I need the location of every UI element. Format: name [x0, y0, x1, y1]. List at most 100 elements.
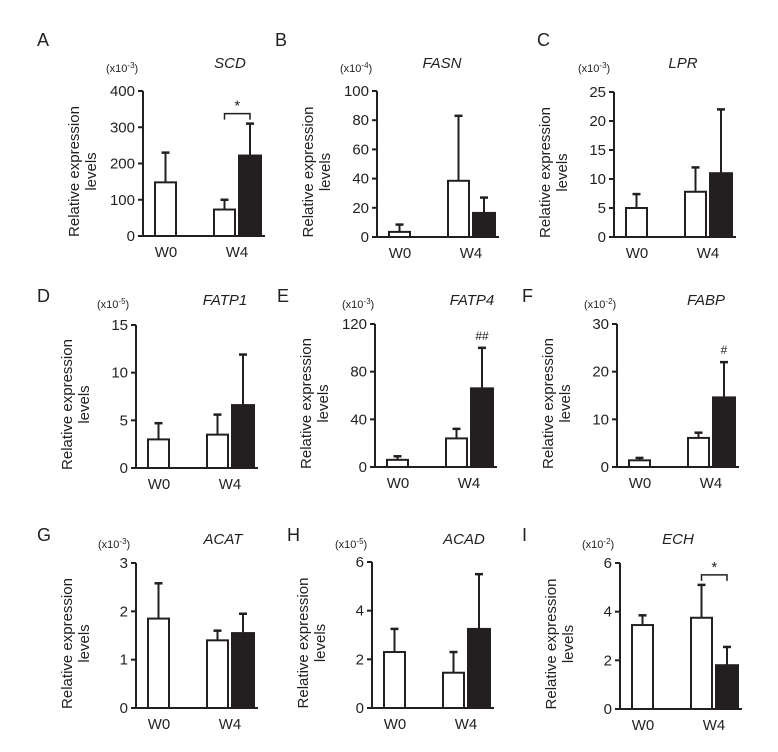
panel-h-title: ACAD [442, 531, 485, 548]
panel-d-ylabel-line2: levels [76, 385, 93, 423]
panel-h-ytick-label: 6 [356, 554, 364, 571]
panel-b-bar-w4-white [447, 179, 470, 238]
panel-f-xcat-label: W4 [700, 475, 723, 492]
panel-f-ylabel-line1: Relative expression [540, 338, 557, 469]
panel-c-ytick-label: 10 [589, 171, 606, 188]
panel-a-title: SCD [214, 55, 246, 72]
panel-e-bar-w0-white [386, 458, 409, 469]
panel-f-ytick-label: 10 [592, 411, 609, 428]
panel-i-bar-w4-black [715, 664, 739, 711]
panel-h-bar-w4-white [442, 671, 465, 710]
panel-i-xcat-label: W0 [632, 717, 655, 734]
panel-a-letter: A [37, 30, 49, 50]
panel-i-ytick-label: 0 [604, 701, 612, 718]
panel-d-ytick-label: 0 [120, 460, 128, 477]
panel-i-sig-bracket [700, 574, 728, 581]
panel-f-ylabel-line2: levels [557, 384, 574, 422]
panel-e-ytick-label: 0 [359, 459, 367, 476]
panel-e-title: FATP4 [450, 292, 494, 309]
panel-b-ytick-label: 60 [352, 141, 369, 158]
panel-g-bar-w4-white [206, 639, 229, 709]
panel-b-bar-w4-black [472, 211, 496, 239]
panel-g-ylabel-line1: Relative expression [59, 578, 76, 709]
panel-c-xcat-label: W0 [626, 245, 649, 262]
panel-b-ylabel-line2: levels [317, 153, 334, 191]
panel-h-xcat-label: W0 [384, 716, 407, 733]
panel-a-ytick-label: 300 [110, 119, 135, 136]
panel-a-ytick-label: 0 [127, 228, 135, 245]
panel-a-ylabel-line1: Relative expression [66, 106, 83, 237]
panel-a-bar-w4-white [213, 208, 236, 238]
panel-d-bar-w4-black [231, 404, 255, 469]
panel-b-ytick-label: 20 [352, 200, 369, 217]
panel-c-bar-w4-black [709, 172, 733, 238]
panel-e-bar-w4-white [445, 437, 468, 468]
panel-g-scale-label: (x10-3) [98, 537, 130, 551]
panel-i-ytick-label: 4 [604, 604, 612, 621]
panel-e-xcat-label: W4 [458, 475, 481, 492]
panel-c-scale-label: (x10-3) [578, 61, 610, 75]
panel-b-ytick-label: 0 [361, 229, 369, 246]
panel-h-xcat-label: W4 [455, 716, 478, 733]
panel-d-letter: D [37, 286, 50, 306]
panel-f-ytick-label: 20 [592, 364, 609, 381]
panel-e-ytick-label: 120 [342, 316, 367, 333]
panel-c-bar-w0-white [625, 207, 648, 238]
panel-e-sig-label: ## [475, 329, 489, 343]
panel-h-letter: H [287, 525, 300, 545]
panel-e-letter: E [277, 286, 289, 306]
panel-c-letter: C [537, 30, 550, 50]
panel-i-ylabel-line1: Relative expression [543, 579, 560, 710]
panel-c-ytick-label: 15 [589, 142, 606, 159]
panel-g-bar-w0-white [147, 617, 170, 709]
panel-i-scale-label: (x10-2) [582, 537, 614, 551]
panel-e-bar-w4-black [470, 387, 494, 469]
panel-f-bar-w4-white [687, 436, 710, 469]
panel-h-ytick-label: 2 [356, 651, 364, 668]
panel-e-scale-label: (x10-3) [342, 297, 374, 311]
panel-i-title: ECH [662, 531, 694, 548]
panel-g-bar-w4-black [231, 632, 255, 709]
panel-b-title: FASN [423, 55, 462, 72]
panel-h-bar-w0-white [383, 651, 406, 709]
panel-d-ytick-label: 15 [111, 317, 128, 334]
panel-i-sig-label: * [711, 559, 717, 576]
panel-c-ylabel-line2: levels [554, 153, 571, 191]
panel-f-letter: F [522, 286, 533, 306]
panel-a-ytick-label: 200 [110, 156, 135, 173]
panel-f-ytick-label: 0 [601, 459, 609, 476]
panel-g-ytick-label: 2 [120, 603, 128, 620]
panel-f-title: FABP [687, 292, 725, 309]
panel-a-xcat-label: W4 [226, 244, 249, 261]
panel-a-ylabel-line2: levels [83, 152, 100, 190]
panel-c-ytick-label: 20 [589, 113, 606, 130]
panel-g-ytick-label: 3 [120, 555, 128, 572]
panel-e-ylabel-line1: Relative expression [298, 338, 315, 469]
panel-f-sig-label: # [721, 343, 728, 357]
panel-h-bar-w4-black [467, 627, 491, 710]
panel-d-bar-w0-white [147, 438, 170, 469]
panel-b-xcat-label: W0 [389, 245, 412, 262]
panel-h-ylabel-line2: levels [312, 624, 329, 662]
panel-f-ytick-label: 30 [592, 316, 609, 333]
panel-c-title: LPR [668, 55, 697, 72]
panel-a-ytick-label: 100 [110, 192, 135, 209]
panel-d-ytick-label: 5 [120, 412, 128, 429]
panel-g-title: ACAT [203, 531, 245, 548]
panel-b-ytick-label: 80 [352, 112, 369, 129]
panel-d-bar-w4-white [206, 433, 229, 469]
panel-c-ytick-label: 25 [589, 84, 606, 101]
panel-f-bar-w0-white [628, 459, 651, 468]
panel-g-xcat-label: W4 [219, 716, 242, 733]
panel-b-ytick-label: 100 [344, 83, 369, 100]
panel-a-bar-w0-white [154, 181, 177, 238]
panel-d-title: FATP1 [203, 292, 247, 309]
panel-g-letter: G [37, 525, 51, 545]
panel-i-ytick-label: 2 [604, 652, 612, 669]
panel-f-bar-w4-black [712, 396, 736, 469]
panel-b-scale-label: (x10-4) [340, 61, 372, 75]
panel-b-xcat-label: W4 [460, 245, 483, 262]
panel-d-ytick-label: 10 [111, 365, 128, 382]
panel-c-ylabel-line1: Relative expression [537, 107, 554, 238]
panel-h-ytick-label: 0 [356, 700, 364, 717]
